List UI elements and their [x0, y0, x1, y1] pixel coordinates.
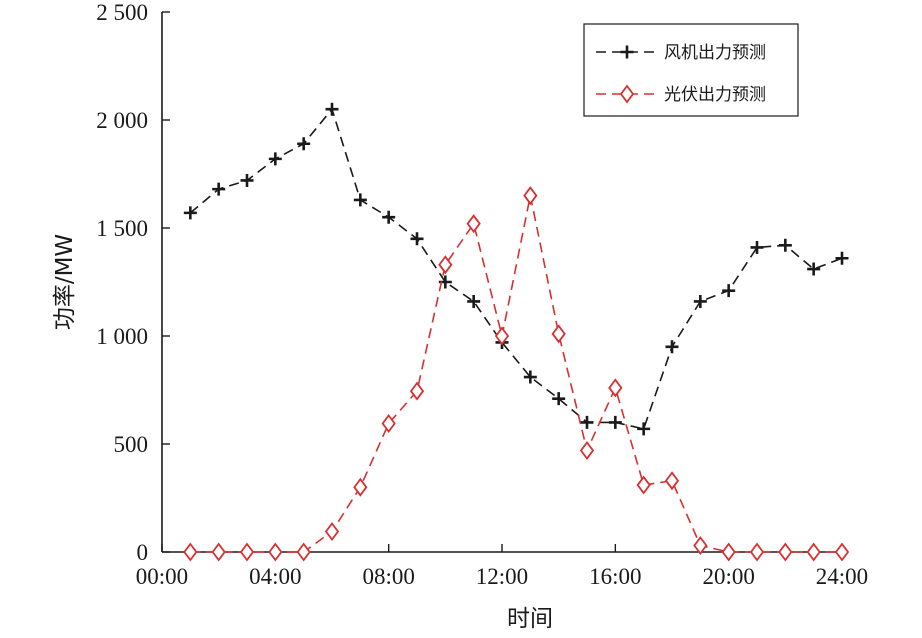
- data-point: [608, 378, 623, 398]
- series-line: [190, 195, 842, 553]
- data-point: [523, 186, 538, 206]
- data-point: [324, 521, 340, 541]
- x-tick-label: 12:00: [476, 564, 528, 589]
- y-tick-label: 1 500: [96, 216, 148, 241]
- x-tick-label: 04:00: [249, 564, 301, 589]
- axes: 0 500 1 000 1 500 2 000 2 500 00:00 04:00 08:00 1…: [96, 0, 868, 589]
- data-point: [608, 415, 622, 429]
- data-point: [665, 340, 679, 354]
- x-tick-label: 20:00: [702, 564, 754, 589]
- y-axis-title: 功率/MW: [52, 234, 78, 330]
- series-1: [183, 102, 849, 436]
- legend-marker: [620, 45, 634, 59]
- x-tick-label: 16:00: [589, 564, 641, 589]
- y-tick-label: 0: [137, 540, 149, 565]
- data-point: [580, 415, 594, 429]
- data-point: [693, 536, 708, 556]
- data-point: [268, 542, 283, 562]
- data-point: [664, 471, 680, 491]
- data-point: [494, 326, 510, 346]
- x-tick-label: 08:00: [362, 564, 414, 589]
- series-layer: [183, 102, 850, 562]
- data-point: [722, 284, 736, 298]
- data-point: [778, 542, 793, 562]
- data-point: [721, 542, 736, 562]
- x-tick-label: 24:00: [816, 564, 868, 589]
- y-tick-label: 500: [114, 432, 149, 457]
- data-point: [325, 102, 339, 116]
- data-point: [240, 173, 254, 187]
- data-point: [693, 294, 707, 308]
- y-tick-label: 2 500: [96, 0, 148, 25]
- data-point: [410, 232, 424, 246]
- data-point: [381, 413, 396, 433]
- data-point: [551, 324, 566, 344]
- data-point: [212, 182, 226, 196]
- data-point: [749, 542, 765, 562]
- data-point: [834, 542, 850, 562]
- data-point: [211, 542, 226, 562]
- x-tick-label: 00:00: [136, 564, 188, 589]
- data-point: [467, 294, 481, 308]
- data-point: [778, 238, 792, 252]
- data-point: [750, 240, 764, 254]
- data-point: [353, 477, 368, 497]
- data-point: [438, 255, 453, 275]
- data-point: [183, 542, 198, 562]
- legend-label: 风机出力预测: [664, 43, 766, 63]
- data-point: [835, 251, 849, 265]
- data-point: [466, 214, 481, 234]
- data-point: [523, 370, 537, 384]
- data-point: [409, 381, 425, 401]
- data-point: [579, 440, 595, 460]
- series-2: [183, 186, 850, 562]
- data-point: [636, 475, 651, 495]
- data-point: [297, 137, 311, 151]
- data-point: [183, 206, 197, 220]
- data-point: [807, 262, 821, 276]
- legend-label: 光伏出力预测: [664, 85, 766, 105]
- data-point: [382, 210, 396, 224]
- data-point: [552, 392, 566, 406]
- y-tick-label: 1 000: [96, 324, 148, 349]
- data-point: [353, 193, 367, 207]
- data-point: [806, 542, 821, 562]
- data-point: [637, 422, 651, 436]
- data-point: [239, 542, 255, 562]
- legend-box: [583, 23, 799, 117]
- series-line: [189, 107, 843, 430]
- data-point: [268, 152, 282, 166]
- y-tick-label: 2 000: [96, 108, 148, 133]
- x-axis-title: 时间: [507, 606, 553, 632]
- legend-marker: [619, 84, 635, 104]
- data-point: [296, 542, 311, 562]
